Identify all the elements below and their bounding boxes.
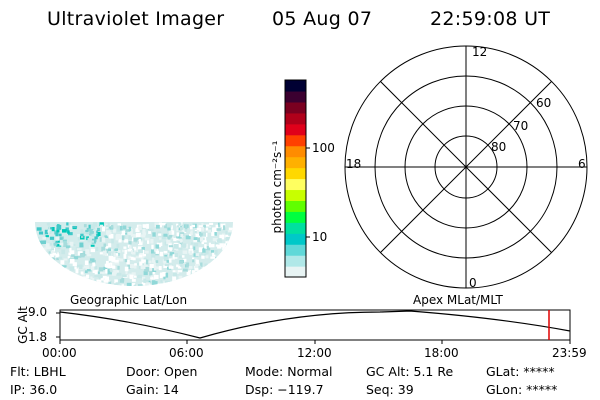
colorbar-band: [285, 200, 306, 212]
status-ip: IP: 36.0: [10, 382, 58, 397]
mlt-label-6: 6: [578, 157, 586, 171]
status-filter: Flt: LBHL: [10, 364, 66, 379]
mlt-label-12: 12: [472, 45, 488, 59]
status-glon: GLon: *****: [486, 382, 558, 397]
time-tick-1800: 18:00: [424, 346, 459, 360]
status-mode: Mode: Normal: [245, 364, 333, 379]
geographic-label: Geographic Lat/Lon: [70, 293, 188, 307]
colorbar-band: [285, 101, 306, 114]
mlat-label-70: 70: [513, 119, 529, 133]
time-label: 22:59:08 UT: [430, 8, 551, 30]
colorbar-band: [285, 90, 306, 103]
colorbar-band: [285, 266, 306, 278]
apex-label: Apex MLat/MLT: [413, 293, 503, 307]
colorbar-label-10: 10: [312, 230, 328, 244]
polar-diagonal-2: [380, 81, 552, 253]
date-label: 05 Aug 07: [272, 8, 373, 30]
time-tick-0600: 06:00: [169, 346, 204, 360]
colorbar-band: [285, 189, 306, 201]
colorbar-band: [285, 244, 306, 256]
colorbar-band: [285, 233, 306, 245]
altitude-plot: [56, 309, 571, 344]
status-gain: Gain: 14: [126, 382, 179, 397]
altitude-plot-frame: [59, 309, 571, 341]
time-tick-1200: 12:00: [297, 346, 332, 360]
colorbar-band: [285, 80, 306, 92]
altitude-curve: [59, 310, 571, 339]
mlt-label-18: 18: [346, 157, 362, 171]
colorbar-band: [285, 167, 306, 180]
colorbar-label-100: 100: [312, 141, 335, 155]
altitude-ytick-min: 1.8: [28, 330, 48, 344]
colorbar-band: [285, 178, 306, 191]
instrument-title: Ultraviolet Imager: [47, 8, 225, 30]
status-glat: GLat: *****: [486, 364, 555, 379]
colorbar-units: photon cm⁻²s⁻¹: [270, 140, 284, 234]
status-seq: Seq: 39: [366, 382, 414, 397]
altitude-ytick-max: 9.0: [28, 305, 48, 319]
mlat-label-60: 60: [536, 96, 552, 110]
colorbar-band: [285, 222, 306, 234]
auroral-image: [35, 222, 233, 286]
colorbar-band: [285, 112, 306, 125]
colorbar-band: [285, 156, 306, 169]
colorbar-band: [285, 211, 306, 223]
status-dsp: Dsp: −119.7: [245, 382, 324, 397]
status-door: Door: Open: [126, 364, 198, 379]
colorbar-band: [285, 123, 306, 136]
polar-plot: [344, 45, 588, 289]
status-gc-alt: GC Alt: 5.1 Re: [366, 364, 454, 379]
colorbar-band: [285, 145, 306, 158]
time-tick-0000: 00:00: [42, 346, 77, 360]
time-tick-2359: 23:59: [552, 346, 587, 360]
colorbar: [284, 79, 307, 278]
mlt-label-0: 0: [469, 276, 477, 290]
colorbar-band: [285, 134, 306, 147]
mlat-label-80: 80: [491, 140, 507, 154]
colorbar-band: [285, 255, 306, 267]
